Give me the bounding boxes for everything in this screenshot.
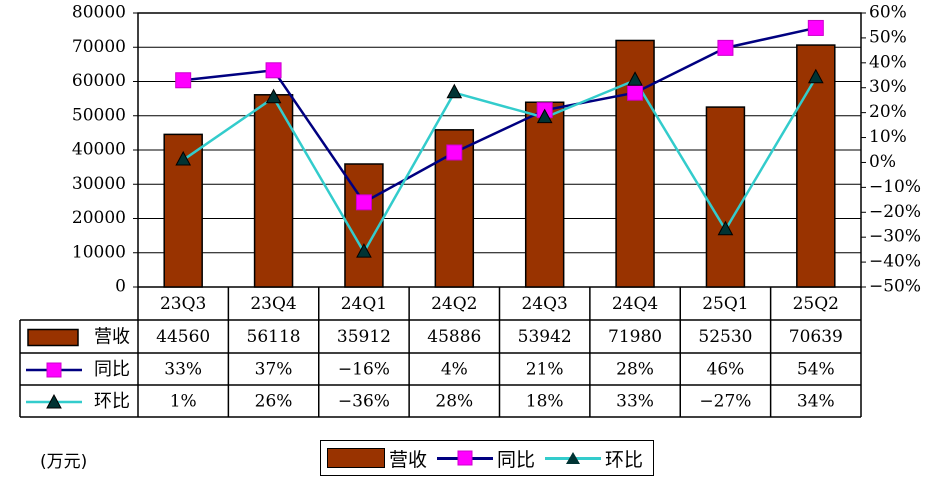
yoy-point-24Q2 xyxy=(446,144,463,161)
table-cell: 37% xyxy=(255,360,293,380)
legend-label-qoq: 环比 xyxy=(605,448,644,471)
table-cell: −36% xyxy=(338,392,390,412)
bar-24Q3 xyxy=(524,101,565,288)
legend-label-yoy: 同比 xyxy=(497,448,536,471)
table-key-qoq-marker xyxy=(46,393,62,409)
yoy-point-24Q1 xyxy=(355,194,372,211)
category-label-25Q2: 25Q2 xyxy=(793,294,839,314)
table-row-label-1: 同比 xyxy=(94,359,130,380)
table-cell: −27% xyxy=(699,392,751,412)
right-axis-tick-label: −10% xyxy=(869,177,921,197)
qoq-point-24Q4 xyxy=(627,71,643,86)
yoy-line xyxy=(183,26,817,204)
bar-23Q4 xyxy=(253,94,294,288)
yoy-point-23Q3 xyxy=(175,72,192,89)
table-cell: 52530 xyxy=(698,327,752,347)
yoy-point-25Q2 xyxy=(807,19,824,36)
qoq-line xyxy=(182,77,817,255)
right-axis-tick-label: −20% xyxy=(869,202,921,222)
legend-swatch-qoq xyxy=(545,448,602,468)
qoq-point-24Q3 xyxy=(536,108,553,124)
table-cell: 54% xyxy=(797,360,835,380)
legend-label-revenue: 营收 xyxy=(389,448,428,471)
bar-25Q2 xyxy=(796,44,836,288)
right-axis-tick-label: 0% xyxy=(869,152,896,172)
table-cell: 34% xyxy=(797,392,835,412)
unit-label: (万元) xyxy=(40,452,88,472)
legend-item-qoq: 环比 xyxy=(545,445,647,472)
bar-25Q1 xyxy=(705,106,746,288)
category-label-23Q4: 23Q4 xyxy=(250,294,296,314)
right-axis-tick-label: 60% xyxy=(869,3,907,23)
table-cell: 28% xyxy=(435,392,473,412)
right-axis-tick-label: 30% xyxy=(869,77,907,97)
right-axis-tick-label: 10% xyxy=(869,127,907,147)
table-cell: 18% xyxy=(526,392,564,412)
right-axis-tick-label: 50% xyxy=(869,27,907,47)
table-key-yoy-marker xyxy=(46,362,62,378)
left-axis-tick-label: 50000 xyxy=(72,105,126,125)
left-axis-tick-label: 70000 xyxy=(72,37,126,57)
category-label-23Q3: 23Q3 xyxy=(160,294,206,314)
left-axis-tick-label: 80000 xyxy=(72,3,126,23)
table-cell: 53942 xyxy=(518,327,572,347)
left-axis-tick-label: 40000 xyxy=(72,140,126,160)
category-label-24Q2: 24Q2 xyxy=(431,294,477,314)
right-axis-tick-label: −50% xyxy=(869,277,921,297)
qoq-point-23Q4 xyxy=(265,88,282,104)
category-label-24Q1: 24Q1 xyxy=(341,294,387,314)
qoq-point-25Q1 xyxy=(717,220,734,236)
yoy-point-25Q1 xyxy=(717,39,734,56)
left-axis-tick-label: 0 xyxy=(115,277,126,297)
legend-swatch-yoy xyxy=(437,448,494,468)
table-cell: 56118 xyxy=(247,327,301,347)
table-cell: 1% xyxy=(170,392,197,412)
right-axis-tick-label: 20% xyxy=(869,102,907,122)
right-axis-tick-label: 40% xyxy=(869,52,907,72)
table-cell: 45886 xyxy=(427,327,481,347)
table-cell: 71980 xyxy=(608,327,662,347)
table-cell: 46% xyxy=(707,360,745,380)
legend-item-revenue: 营收 xyxy=(327,445,431,472)
table-row-label-2: 环比 xyxy=(94,391,130,412)
left-axis-tick-label: 20000 xyxy=(72,208,126,228)
legend: 营收 同比 环比 xyxy=(320,440,654,476)
table-row-label-0: 营收 xyxy=(94,327,130,348)
right-axis-tick-label: −40% xyxy=(869,252,921,272)
qoq-point-23Q3 xyxy=(175,150,192,166)
left-axis-tick-label: 60000 xyxy=(72,71,126,91)
left-axis-tick-label: 30000 xyxy=(72,174,126,194)
right-axis-tick-label: −30% xyxy=(869,227,921,247)
table-cell: 28% xyxy=(616,360,654,380)
category-label-25Q1: 25Q1 xyxy=(702,294,748,314)
table-cell: 26% xyxy=(255,392,293,412)
qoq-point-24Q2 xyxy=(446,83,463,99)
table-cell: 33% xyxy=(616,392,654,412)
table-cell: 35912 xyxy=(337,327,391,347)
table-key-revenue xyxy=(27,328,79,347)
legend-item-yoy: 同比 xyxy=(437,445,539,472)
legend-swatch-revenue xyxy=(327,448,385,468)
category-label-24Q4: 24Q4 xyxy=(612,294,658,314)
yoy-point-23Q4 xyxy=(265,62,282,79)
table-cell: 21% xyxy=(526,360,564,380)
table-cell: 4% xyxy=(441,360,468,380)
table-cell: −16% xyxy=(338,360,390,380)
table-cell: 70639 xyxy=(789,327,843,347)
qoq-point-24Q1 xyxy=(356,243,372,258)
table-cell: 44560 xyxy=(156,327,210,347)
left-axis-tick-label: 10000 xyxy=(72,242,126,262)
yoy-point-24Q4 xyxy=(627,84,644,101)
category-label-24Q3: 24Q3 xyxy=(521,294,567,314)
table-cell: 33% xyxy=(164,360,202,380)
qoq-point-25Q2 xyxy=(807,68,824,84)
